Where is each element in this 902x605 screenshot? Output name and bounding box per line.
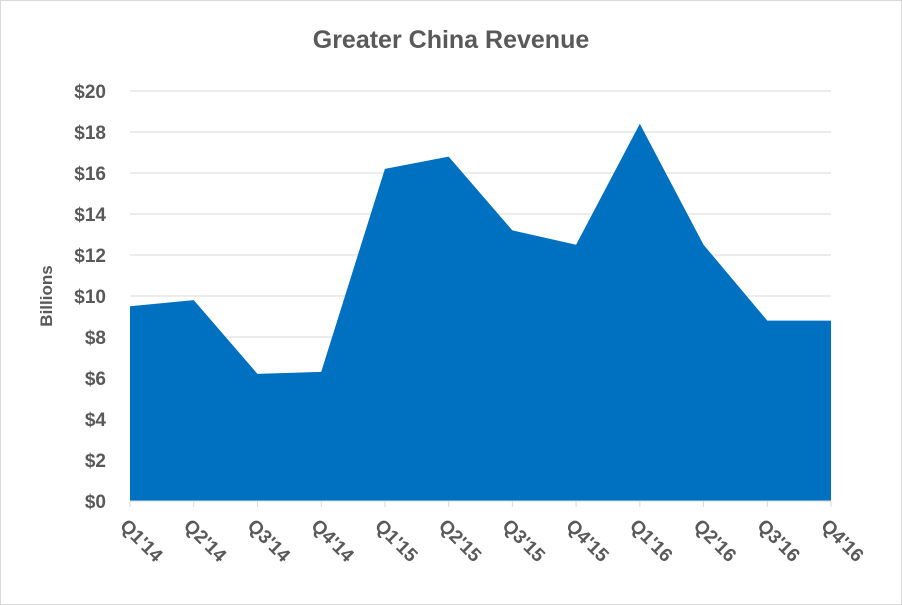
revenue-area (130, 123, 831, 502)
y-tick-label: $20 (74, 82, 106, 103)
x-tick-label: Q1'14 (115, 516, 166, 567)
x-tick-label: Q3'15 (498, 516, 549, 567)
x-tick-label: Q3'16 (753, 516, 804, 567)
y-tick-label: $12 (74, 246, 106, 267)
y-axis-title: Billions (37, 265, 56, 326)
y-axis-tick-labels: $0 $2 $4 $6 $8 $10 $12 $14 $16 $18 $20 (74, 82, 106, 513)
x-axis-tick-labels: Q1'14 Q2'14 Q3'14 Q4'14 Q1'15 Q2'15 Q3'15 Q4'15… (115, 516, 867, 567)
x-tick-label: Q4'14 (307, 516, 358, 567)
chart-title: Greater China Revenue (312, 26, 590, 54)
y-tick-label: $10 (74, 287, 106, 308)
y-tick-label: $18 (74, 123, 106, 144)
y-tick-label: $4 (85, 410, 107, 431)
y-tick-label: $6 (85, 369, 106, 390)
y-tick-label: $0 (85, 492, 106, 513)
x-tick-label: Q3'14 (243, 516, 294, 567)
x-tick-label: Q1'15 (370, 516, 421, 567)
y-tick-label: $2 (85, 451, 106, 472)
x-tick-label: Q4'16 (816, 516, 867, 567)
y-tick-label: $16 (74, 164, 106, 185)
x-tick-label: Q1'16 (625, 516, 676, 567)
x-tick-label: Q4'15 (562, 516, 613, 567)
x-tick-label: Q2'15 (434, 516, 485, 567)
x-tick-label: Q2'14 (179, 516, 230, 567)
y-tick-label: $8 (85, 328, 106, 349)
x-tick-label: Q2'16 (689, 516, 740, 567)
y-tick-label: $14 (74, 205, 106, 226)
x-axis-ticks (129, 501, 832, 507)
